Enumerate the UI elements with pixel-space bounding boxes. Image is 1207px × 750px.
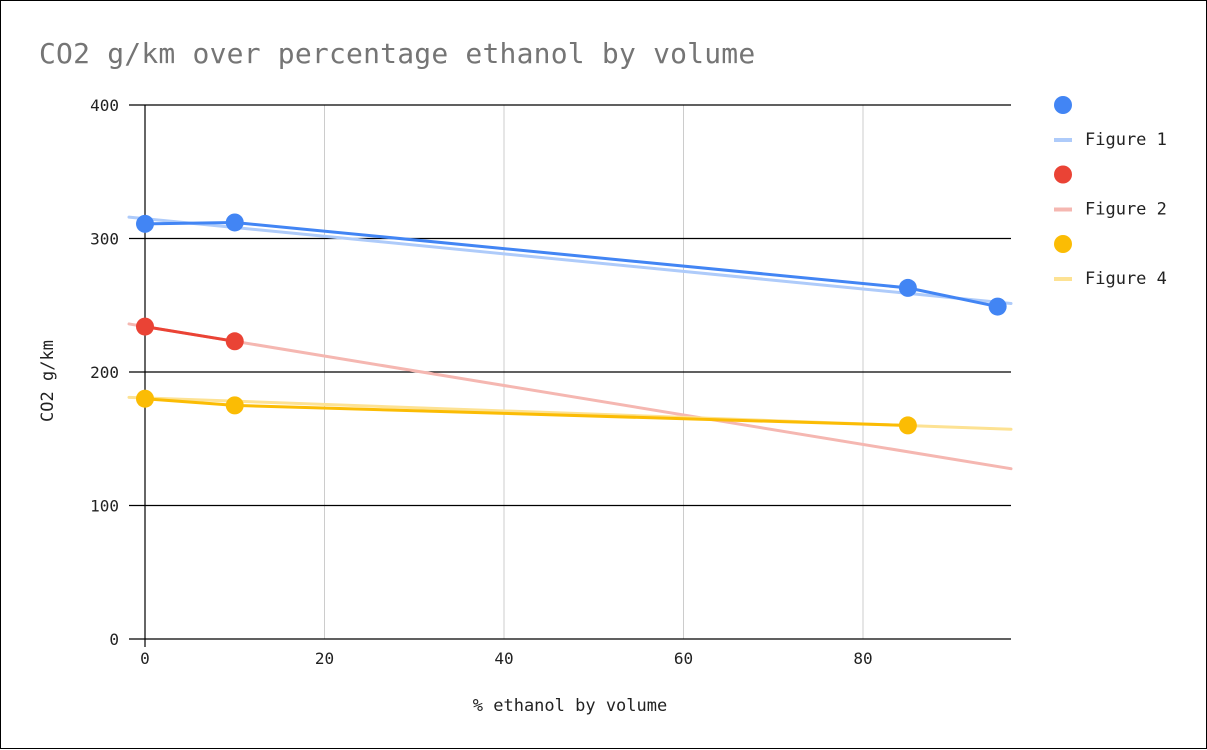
- chart-title: CO2 g/km over percentage ethanol by volu…: [39, 37, 756, 70]
- y-tick-label: 0: [109, 630, 119, 649]
- series-lines: [144, 220, 998, 427]
- data-point: [898, 278, 917, 297]
- data-point: [225, 396, 244, 415]
- y-tick-label: 100: [90, 497, 119, 516]
- y-tick-label: 400: [90, 96, 119, 115]
- legend-label: Figure 1: [1085, 130, 1167, 150]
- trendline-2: [127, 322, 1013, 471]
- data-point: [225, 213, 244, 232]
- x-axis-label: % ethanol by volume: [473, 696, 667, 716]
- y-tick-label: 300: [90, 230, 119, 249]
- x-tick-label: 20: [315, 649, 334, 668]
- series-line-2: [144, 325, 235, 343]
- y-axis-label: CO2 g/km: [38, 340, 58, 422]
- legend-label: Figure 4: [1085, 269, 1167, 289]
- data-points: [136, 213, 1007, 435]
- legend-label: Figure 2: [1085, 200, 1167, 220]
- data-point: [898, 416, 917, 435]
- data-point: [136, 317, 154, 336]
- data-point: [225, 332, 244, 351]
- x-tick-label: 80: [853, 649, 872, 668]
- legend-marker: [1054, 235, 1072, 253]
- trendline-1: [127, 215, 1013, 305]
- data-point: [136, 389, 154, 408]
- legend-marker: [1054, 96, 1072, 114]
- series-line-1: [144, 220, 998, 309]
- data-point: [988, 297, 1007, 316]
- tick-labels: 0 20 40 60 80 0 100 200 300 400: [90, 96, 873, 668]
- legend: Figure 1 Figure 2 Figure 4: [1054, 96, 1167, 289]
- x-tick-label: 40: [494, 649, 513, 668]
- x-tick-label: 0: [140, 649, 150, 668]
- y-tick-label: 200: [90, 363, 119, 382]
- grid-lines: [129, 104, 1011, 647]
- legend-marker: [1054, 165, 1072, 184]
- x-tick-label: 60: [674, 649, 693, 668]
- data-point: [136, 214, 154, 233]
